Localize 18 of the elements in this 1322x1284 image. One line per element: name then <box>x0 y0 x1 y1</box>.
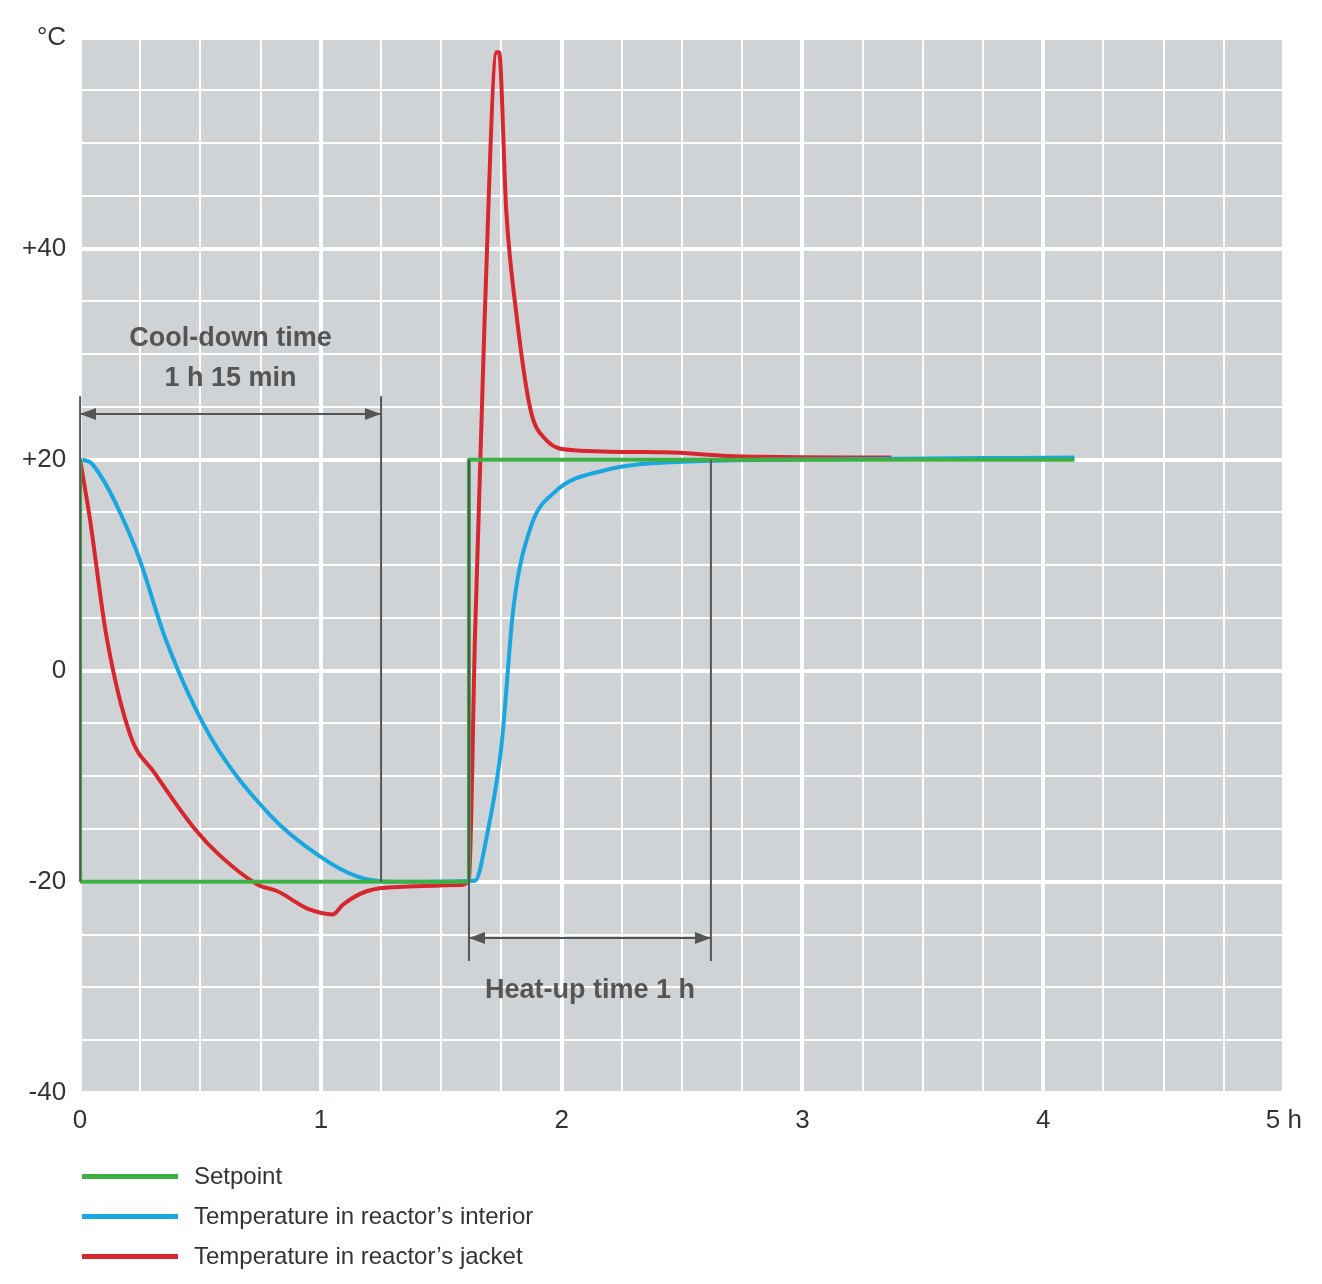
y-tick-label: °C <box>36 20 67 51</box>
annotation: Heat-up time 1 h <box>484 973 695 1004</box>
annotation: Cool-down time 1 h 15 min <box>129 321 332 392</box>
line-series <box>80 50 894 917</box>
y-tick-label: +20 <box>21 442 67 473</box>
y-tick-label: +40 <box>21 231 67 262</box>
x-tick-label: 5 h <box>1265 1103 1303 1134</box>
legend-label: Setpoint <box>194 1162 283 1190</box>
y-tick-label: -20 <box>28 864 67 895</box>
y-tick-label: -40 <box>28 1075 67 1106</box>
legend-label: Temperature in reactor’s jacket <box>194 1242 523 1270</box>
x-tick-label: 3 <box>795 1103 810 1134</box>
y-tick-label: 0 <box>51 653 67 684</box>
x-tick-label: 1 <box>313 1103 329 1134</box>
x-tick-label: 0 <box>72 1103 88 1134</box>
x-tick-label: 2 <box>554 1103 569 1134</box>
legend-label: Temperature in reactor’s interior <box>194 1202 534 1230</box>
x-tick-label: 4 <box>1035 1103 1051 1134</box>
